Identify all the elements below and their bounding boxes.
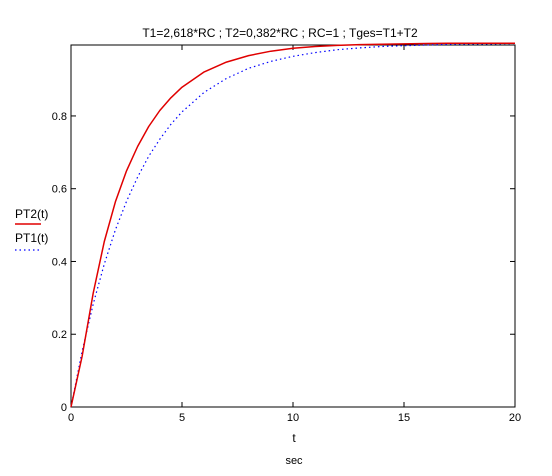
- plot-area: 0 5 10 15 20 0 0.2 0.4 0.6 0.8: [52, 42, 521, 424]
- plot-frame: [70, 44, 516, 408]
- legend: PT2(t) PT1(t): [15, 207, 48, 251]
- x-tick-label: 10: [287, 412, 299, 424]
- x-tick-label: 0: [68, 412, 74, 424]
- y-tick-label: 0.4: [52, 256, 67, 268]
- y-tick-label: 0.2: [52, 329, 67, 341]
- x-tick-label: 20: [509, 412, 521, 424]
- series-line-pt1t: [70, 42, 516, 408]
- legend-label-pt1: PT1(t): [15, 231, 48, 245]
- y-tick-label: 0: [61, 402, 67, 414]
- y-tick-label: 0.8: [52, 111, 67, 123]
- x-axis-label: t: [292, 431, 296, 445]
- x-tick-label: 15: [398, 412, 410, 424]
- x-tick-label: 5: [179, 412, 185, 424]
- legend-label-pt2: PT2(t): [15, 207, 48, 221]
- chart-title: T1=2,618*RC ; T2=0,382*RC ; RC=1 ; Tges=…: [142, 26, 418, 40]
- x-axis-unit: sec: [285, 455, 303, 467]
- series-line-pt2t: [70, 42, 515, 408]
- y-tick-label: 0.6: [52, 184, 67, 196]
